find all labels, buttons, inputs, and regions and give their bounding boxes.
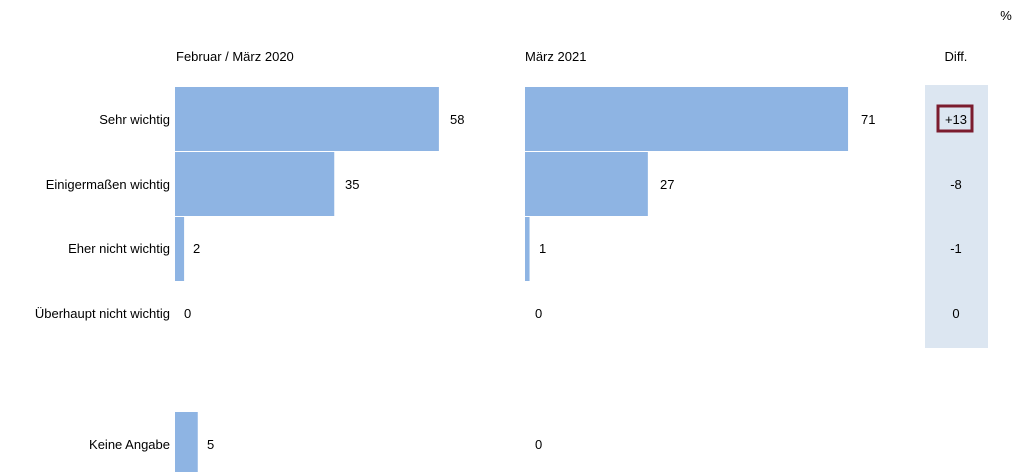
data-labels-2021: 71 27 1 0 0 (535, 112, 875, 452)
diff-value: 0 (952, 306, 959, 321)
bar (525, 152, 648, 216)
category-labels: Sehr wichtig Einigermaßen wichtig Eher n… (35, 112, 170, 452)
bar (525, 87, 849, 151)
category-label: Überhaupt nicht wichtig (35, 306, 170, 321)
data-label: 27 (660, 177, 674, 192)
category-label: Keine Angabe (89, 437, 170, 452)
diff-panel (925, 85, 988, 348)
bar (175, 87, 439, 151)
series-title-2021: März 2021 (525, 49, 586, 64)
diff-values: +13 -8 -1 0 (945, 112, 967, 321)
diff-value: -1 (950, 241, 962, 256)
category-label: Einigermaßen wichtig (46, 177, 170, 192)
data-label: 0 (184, 306, 191, 321)
series-bars-2020 (175, 87, 439, 472)
highlight-box (936, 104, 974, 133)
data-label: 1 (539, 241, 546, 256)
data-label: 58 (450, 112, 464, 127)
data-label: 0 (535, 437, 542, 452)
data-label: 71 (861, 112, 875, 127)
bar (175, 152, 335, 216)
bar (525, 217, 530, 281)
bar (175, 217, 185, 281)
diff-header: Diff. (945, 49, 968, 64)
category-label: Eher nicht wichtig (68, 241, 170, 256)
data-label: 35 (345, 177, 359, 192)
unit-label: % (1000, 8, 1012, 23)
series-title-2020: Februar / März 2020 (176, 49, 294, 64)
bar (175, 412, 198, 472)
data-label: 2 (193, 241, 200, 256)
series-bars-2021 (525, 87, 849, 281)
category-label: Sehr wichtig (99, 112, 170, 127)
data-labels-2020: 58 35 2 0 5 (184, 112, 464, 452)
diff-value: +13 (945, 112, 967, 127)
data-label: 5 (207, 437, 214, 452)
data-label: 0 (535, 306, 542, 321)
diff-value: -8 (950, 177, 962, 192)
